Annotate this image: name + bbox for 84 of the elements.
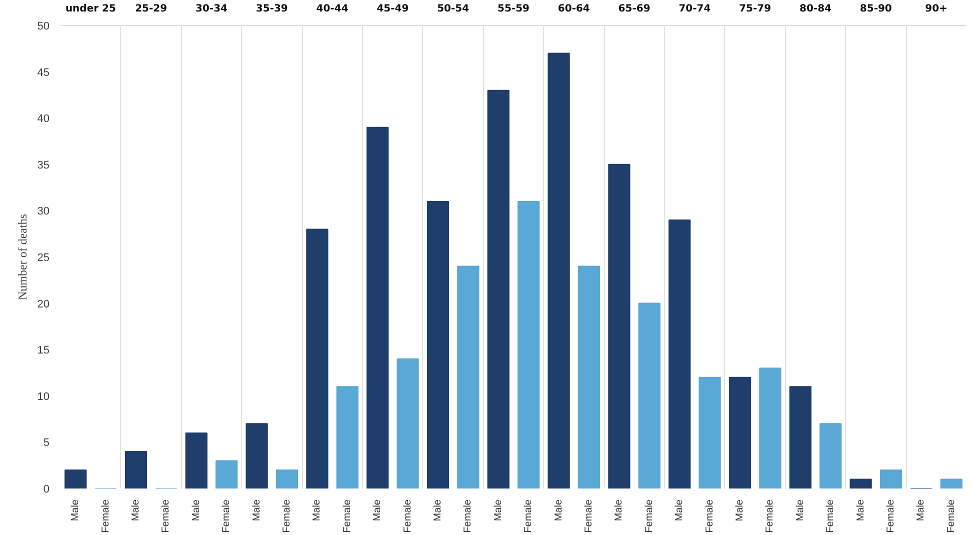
bar xyxy=(728,376,752,488)
bar xyxy=(306,228,328,488)
x-tick-label: 30-34 xyxy=(196,4,228,14)
text: Male xyxy=(312,499,323,522)
y-tick-label: 45 xyxy=(37,66,50,79)
text: Female xyxy=(342,499,353,533)
bar xyxy=(850,478,872,488)
text: Female xyxy=(946,499,957,533)
x-tick-label: 35-39 xyxy=(256,4,288,14)
x-tick-label: 45-49 xyxy=(376,4,409,14)
x-tick-label: 60-64 xyxy=(558,4,590,14)
y-tick-label: 35 xyxy=(37,159,50,172)
y-tick-label: 0 xyxy=(43,484,50,496)
text: Female xyxy=(221,499,232,533)
text: Male xyxy=(372,499,384,522)
text: Male xyxy=(251,499,262,522)
text: Female xyxy=(402,499,414,533)
text: Female xyxy=(825,499,836,533)
text: Male xyxy=(794,499,806,522)
y-tick-label: 20 xyxy=(37,298,50,310)
bar xyxy=(246,423,268,488)
bar xyxy=(698,376,721,488)
bar xyxy=(64,469,87,488)
text: Female xyxy=(462,499,474,533)
x-tick-label: 40-44 xyxy=(316,4,348,14)
x-tick-label: 80-84 xyxy=(800,4,832,14)
y-tick-label: 5 xyxy=(43,437,50,450)
x-tick-label: 90+ xyxy=(925,4,948,14)
x-tick-label: 65-69 xyxy=(618,4,650,14)
text: Male xyxy=(734,499,746,522)
text: Female xyxy=(704,499,716,533)
bar xyxy=(396,358,419,488)
x-tick-label: 85-90 xyxy=(860,4,892,14)
bar xyxy=(668,219,691,488)
bar xyxy=(185,432,208,488)
bar xyxy=(518,200,540,488)
text: Female xyxy=(584,499,594,533)
text: Male xyxy=(553,499,564,522)
bar xyxy=(124,450,148,488)
x-tick-label: 25-29 xyxy=(135,4,168,14)
bar xyxy=(820,423,842,488)
x-tick-label: 55-59 xyxy=(498,4,530,14)
text: Female xyxy=(282,499,292,533)
bar xyxy=(366,126,389,488)
x-tick-label: 50-54 xyxy=(437,4,470,14)
text: Male xyxy=(432,499,444,522)
text: Male xyxy=(190,499,202,522)
bar xyxy=(216,460,238,488)
y-tick-label: 50 xyxy=(37,20,50,32)
bar xyxy=(880,469,902,488)
y-tick-label: 40 xyxy=(37,113,50,126)
text: Male xyxy=(614,499,625,522)
bar xyxy=(548,52,570,488)
y-tick-label: 25 xyxy=(37,252,50,264)
bar xyxy=(638,302,660,488)
x-tick-label: 70-74 xyxy=(678,4,711,14)
text: Male xyxy=(855,499,866,522)
text: Male xyxy=(674,499,686,522)
text: Male xyxy=(916,499,927,522)
bar xyxy=(940,478,962,488)
bar xyxy=(789,386,812,488)
bar xyxy=(457,266,480,488)
bar xyxy=(426,200,450,488)
bar xyxy=(578,266,600,488)
text: Male xyxy=(130,499,142,522)
bar xyxy=(608,164,630,488)
y-tick-label: 15 xyxy=(37,344,50,357)
text: Female xyxy=(523,499,534,533)
text: Female xyxy=(644,499,655,533)
text: Female xyxy=(100,499,112,533)
text: Female xyxy=(160,499,172,533)
text: Male xyxy=(70,499,82,522)
x-tick-label: under 25 xyxy=(65,4,116,14)
bar xyxy=(487,90,510,488)
x-tick-label: 75-79 xyxy=(739,4,772,14)
bar xyxy=(759,368,782,488)
text: Female xyxy=(764,499,776,533)
bar xyxy=(336,386,358,488)
text: Female xyxy=(886,499,896,533)
y-axis-title: Number of deaths xyxy=(15,214,30,300)
text: Male xyxy=(492,499,504,522)
bar xyxy=(276,469,298,488)
y-tick-label: 30 xyxy=(37,206,50,218)
y-tick-label: 10 xyxy=(37,390,50,403)
